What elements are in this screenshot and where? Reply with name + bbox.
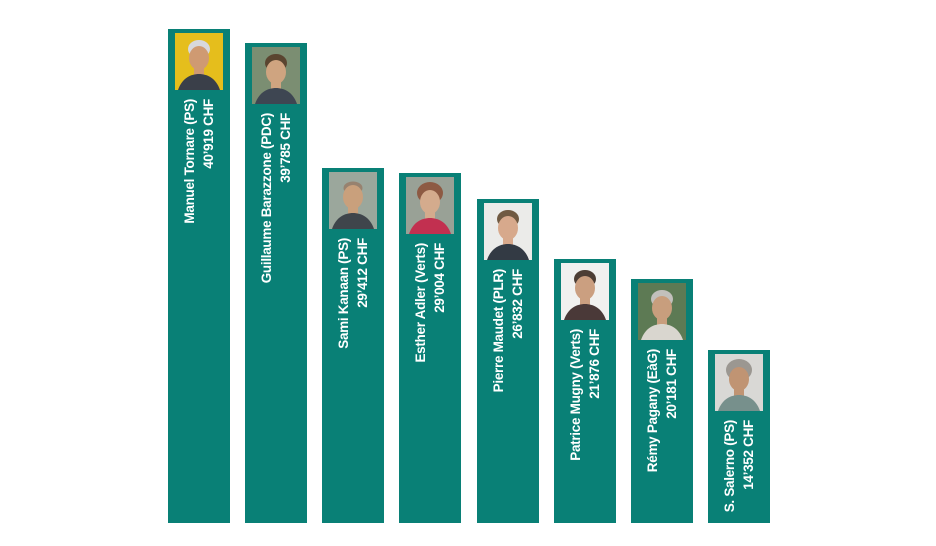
bar-label: S. Salerno (PS) 14’352 CHF (708, 418, 770, 523)
bar-name-label: Esther Adler (Verts) (413, 243, 428, 363)
portrait-image (561, 263, 609, 320)
bar-value-label: 14’352 CHF (740, 420, 756, 490)
bar-name-label: Rémy Pagany (EàG) (645, 349, 660, 473)
portrait-image (484, 203, 532, 260)
bar-value-label: 20’181 CHF (663, 349, 679, 419)
bar-value-label: 29’004 CHF (431, 243, 447, 313)
bar-label: Guillaume Barazzone (PDC) 39’785 CHF (245, 111, 307, 523)
portrait-image (406, 177, 454, 234)
portrait-image (252, 47, 300, 104)
bar-name-label: S. Salerno (PS) (722, 420, 737, 513)
bar-value-label: 29’412 CHF (354, 238, 370, 308)
person-avatar-icon (561, 263, 609, 320)
portrait-image (715, 354, 763, 411)
bar-label: Patrice Mugny (Verts) 21’876 CHF (554, 327, 616, 523)
bar-name-label: Pierre Maudet (PLR) (491, 269, 506, 393)
person-avatar-icon (406, 177, 454, 234)
person-avatar-icon (175, 33, 223, 90)
bar-value-label: 21’876 CHF (586, 329, 602, 399)
bar: Manuel Tornare (PS) 40’919 CHF (168, 29, 230, 523)
bar: Rémy Pagany (EàG) 20’181 CHF (631, 279, 693, 523)
bar: Sami Kanaan (PS) 29’412 CHF (322, 168, 384, 523)
bar-value-label: 40’919 CHF (200, 99, 216, 169)
bar: Patrice Mugny (Verts) 21’876 CHF (554, 259, 616, 523)
bar-label: Rémy Pagany (EàG) 20’181 CHF (631, 347, 693, 523)
person-avatar-icon (715, 354, 763, 411)
person-avatar-icon (329, 172, 377, 229)
person-avatar-icon (638, 283, 686, 340)
bar-label: Manuel Tornare (PS) 40’919 CHF (168, 97, 230, 523)
bar-name-label: Manuel Tornare (PS) (182, 99, 197, 224)
bar-label: Esther Adler (Verts) 29’004 CHF (399, 241, 461, 523)
bar-name-label: Patrice Mugny (Verts) (568, 329, 583, 461)
bar-label: Sami Kanaan (PS) 29’412 CHF (322, 236, 384, 523)
bar-label: Pierre Maudet (PLR) 26’832 CHF (477, 267, 539, 523)
bar: Esther Adler (Verts) 29’004 CHF (399, 173, 461, 523)
bar: S. Salerno (PS) 14’352 CHF (708, 350, 770, 523)
portrait-image (329, 172, 377, 229)
portrait-image (638, 283, 686, 340)
bar-value-label: 39’785 CHF (277, 113, 293, 183)
person-avatar-icon (484, 203, 532, 260)
bar: Pierre Maudet (PLR) 26’832 CHF (477, 199, 539, 523)
bar-value-label: 26’832 CHF (509, 269, 525, 339)
portrait-image (175, 33, 223, 90)
person-avatar-icon (252, 47, 300, 104)
bar: Guillaume Barazzone (PDC) 39’785 CHF (245, 43, 307, 523)
bar-name-label: Guillaume Barazzone (PDC) (259, 113, 274, 284)
bar-name-label: Sami Kanaan (PS) (336, 238, 351, 349)
